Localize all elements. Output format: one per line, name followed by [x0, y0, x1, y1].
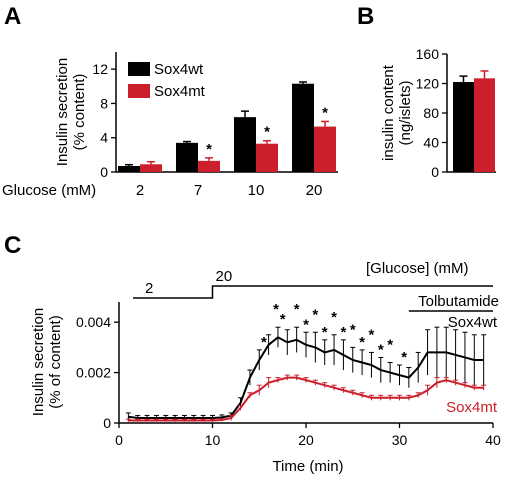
panel-c-significance-4: * — [303, 316, 309, 333]
panel-c-x-axis-label: Time (min) — [272, 458, 343, 475]
panel-c-glucose-protocol-line — [133, 285, 493, 299]
panel-a-bar-sox4mt-2 — [140, 164, 162, 172]
panel-c-y-axis-label-line-1: Insulin secretion — [30, 308, 47, 416]
panel-a-legend-label-sox4mt: Sox4mt — [154, 83, 206, 100]
panel-a-bar-sox4wt-10 — [234, 117, 256, 172]
panel-c-y-tick-label-0: 0 — [103, 415, 111, 431]
panel-c-significance-6: * — [322, 324, 328, 341]
panel-a-x-tick-label-20: 20 — [306, 182, 323, 199]
panel-b-bar-sox4wt — [453, 82, 474, 172]
panel-c-significance-11: * — [369, 326, 375, 343]
panel-a-y-tick-label-0: 0 — [100, 164, 108, 180]
panel-c-y-axis-label: Insulin secretion (% of content) — [30, 308, 64, 416]
panel-letter-b: B — [357, 3, 374, 30]
panel-c-y-tick-label-2: 0.004 — [76, 314, 111, 330]
panel-b-bar-sox4mt — [474, 78, 495, 172]
panel-a-x-tick-label-10: 10 — [248, 182, 265, 199]
panel-c-significance-0: * — [261, 334, 267, 351]
panel-c-significance-1: * — [273, 301, 279, 318]
panel-a-bar-sox4wt-2 — [118, 166, 140, 172]
panel-b-y-axis-label: insulin content (ng/islets) — [380, 64, 414, 161]
panel-c-glucose-step-2-label: 2 — [145, 280, 153, 297]
panel-a-significance-10: * — [264, 124, 270, 141]
panel-b-y-tick-label-120: 120 — [416, 76, 440, 92]
panel-b-y-tick-label-40: 40 — [423, 135, 439, 151]
panel-c-significance-2: * — [280, 311, 286, 328]
panel-a-bar-sox4mt-7 — [198, 160, 220, 172]
panel-c-x-tick-label-40: 40 — [485, 432, 501, 448]
panel-c-line-sox4mt — [128, 376, 484, 422]
panel-a-significance-7: * — [206, 141, 212, 158]
panel-a-bar-sox4wt-7 — [176, 142, 198, 172]
panel-c-significance-13: * — [387, 337, 393, 354]
panel-a-x-axis-label: Glucose (mM) — [2, 182, 96, 199]
panel-c-x-tick-label-20: 20 — [298, 432, 314, 448]
panel-c-glucose-step-20-label: 20 — [216, 268, 233, 285]
panel-c-significance-3: * — [294, 301, 300, 318]
panel-c-x-tick-label-10: 10 — [205, 432, 221, 448]
panel-letter-a: A — [4, 3, 21, 30]
panel-c-significance-8: * — [340, 324, 346, 341]
panel-c-series-label-sox4mt: Sox4mt — [446, 399, 498, 416]
panel-b-y-axis-label-line-1: insulin content — [380, 64, 397, 161]
panel-a-significance-20: * — [322, 104, 328, 121]
panel-c-chart: 0 0.002 0.004 0 10 20 30 40 Time (min) Insulin se… — [30, 260, 501, 475]
panel-a-legend-label-sox4wt: Sox4wt — [154, 61, 204, 78]
panel-a-y-axis-label-line-1: Insulin secretion — [54, 58, 71, 166]
panel-a-y-axis-label: Insulin secretion (% content) — [54, 58, 88, 166]
panel-c-x-tick-label-0: 0 — [115, 432, 123, 448]
panel-b-y-tick-label-80: 80 — [423, 105, 439, 121]
panel-c-significance-9: * — [350, 321, 356, 338]
panel-a-y-tick-label-4: 4 — [100, 130, 108, 146]
panel-c-significance-12: * — [378, 341, 384, 358]
panel-c-series-label-sox4wt: Sox4wt — [448, 314, 498, 331]
panel-c-line-sox4wt — [128, 336, 484, 419]
panel-a-y-tick-label-8: 8 — [100, 95, 108, 111]
panel-a-legend-swatch-sox4mt — [128, 84, 150, 98]
panel-c-x-tick-label-30: 30 — [392, 432, 408, 448]
panel-c-significance-14: * — [401, 349, 407, 366]
panel-c-glucose-title: [Glucose] (mM) — [366, 260, 469, 277]
panel-c-significance-7: * — [331, 309, 337, 326]
panel-a-x-tick-label-7: 7 — [194, 182, 202, 199]
panel-a-bar-sox4mt-20 — [314, 126, 336, 172]
panel-b-y-axis-label-line-2: (ng/islets) — [397, 80, 414, 145]
panel-a-x-tick-label-2: 2 — [136, 182, 144, 199]
panel-a-y-axis-label-line-2: (% content) — [71, 74, 88, 151]
panel-c-y-tick-label-1: 0.002 — [76, 365, 111, 381]
panel-b-y-tick-label-0: 0 — [431, 164, 439, 180]
panel-c-significance-5: * — [312, 306, 318, 323]
panel-a-bar-sox4mt-10 — [256, 143, 278, 172]
panel-a-bar-sox4wt-20 — [292, 83, 314, 172]
panel-letter-c: C — [4, 232, 21, 259]
panel-c-y-axis-label-line-2: (% of content) — [47, 315, 64, 408]
panel-b-y-tick-label-160: 160 — [416, 46, 440, 62]
panel-c-tolbutamide-label: Tolbutamide — [418, 293, 499, 310]
panel-a-y-tick-label-12: 12 — [92, 61, 108, 77]
panel-a-legend-swatch-sox4wt — [128, 62, 150, 76]
panel-c-significance-10: * — [359, 334, 365, 351]
